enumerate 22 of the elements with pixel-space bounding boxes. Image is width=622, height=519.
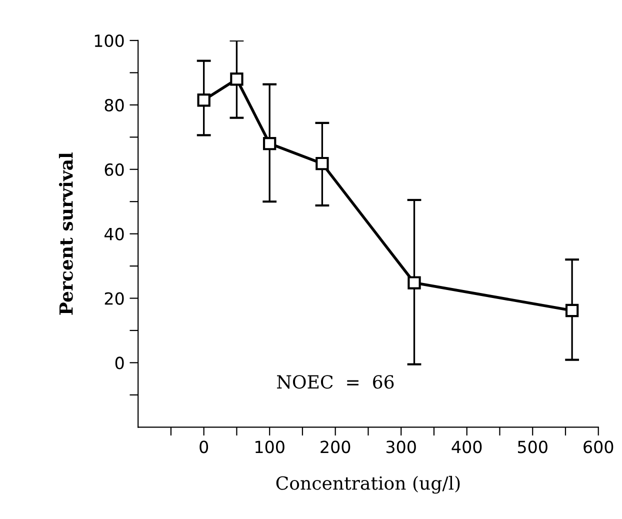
point xyxy=(230,72,244,86)
annotation: NOEC = 66 xyxy=(277,375,394,389)
x-tick-label: 500 xyxy=(518,440,548,454)
y-tick-label: 100 xyxy=(94,34,124,48)
y-tick-label: 20 xyxy=(104,292,124,305)
y-tick-label: 40 xyxy=(104,228,124,240)
point xyxy=(262,136,276,150)
point xyxy=(197,93,210,107)
point xyxy=(565,304,579,318)
y-axis-title: Percent survival xyxy=(58,152,73,315)
x-tick-label: 0 xyxy=(200,440,208,454)
point xyxy=(316,156,329,170)
y-tick-label: 60 xyxy=(104,163,124,176)
x-tick-label: 200 xyxy=(320,440,350,454)
y-tick-label: 0 xyxy=(115,356,124,370)
x-tick-label: 600 xyxy=(584,440,614,454)
x-tick-label: 400 xyxy=(452,440,482,454)
x-axis-title: Concentration (ug/l) xyxy=(276,476,460,494)
y-tick-label: 80 xyxy=(104,98,124,112)
point xyxy=(408,276,421,290)
x-tick-label: 100 xyxy=(256,440,284,454)
x-tick-label: 300 xyxy=(386,440,416,454)
